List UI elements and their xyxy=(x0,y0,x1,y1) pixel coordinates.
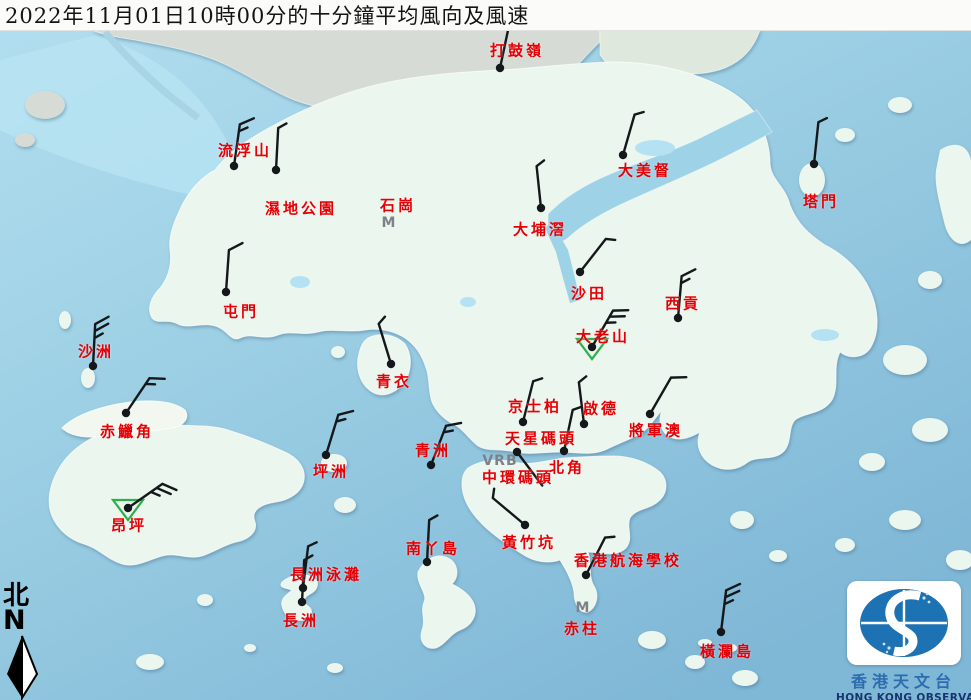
land-tung-lung xyxy=(730,511,754,529)
north-compass: 北 N xyxy=(3,581,43,700)
hko-logo-card xyxy=(846,581,961,665)
land-lung-kwu-chau xyxy=(59,311,71,329)
land-islet-ne1 xyxy=(835,128,855,142)
land-shekou xyxy=(25,91,65,119)
tolo-harbour-water xyxy=(547,109,773,242)
hko-logo-icon xyxy=(859,589,948,657)
plover-cove-reservoir xyxy=(635,140,675,156)
land-island-se5 xyxy=(835,538,855,552)
land-islet-s4 xyxy=(725,644,737,652)
land-islet-s2 xyxy=(685,655,705,669)
deep-bay-water xyxy=(0,35,235,200)
hko-logo-english: HONG KONG OBSERVATORY xyxy=(836,692,971,700)
land-po-toi xyxy=(638,631,666,649)
hko-logo: 香港天文台 HONG KONG OBSERVATORY xyxy=(836,581,971,700)
land-island-se3 xyxy=(859,453,885,471)
title-bar: 2022年11月01日10時00分的十分鐘平均風向及風速 xyxy=(0,0,971,31)
land-islet-s3 xyxy=(732,670,758,686)
land-islet-e xyxy=(918,271,942,289)
high-island-reservoir xyxy=(811,329,839,341)
land-islet-sw3 xyxy=(327,663,343,673)
land-island-se2 xyxy=(912,418,948,442)
land-islet-nw xyxy=(15,133,35,147)
tai-lam-reservoir xyxy=(290,276,310,288)
land-island-se4 xyxy=(889,510,921,530)
shing-mun-reservoir xyxy=(460,297,476,307)
north-arrow-icon xyxy=(7,635,39,700)
hko-logo-chinese: 香港天文台 xyxy=(850,672,956,691)
map-title: 2022年11月01日10時00分的十分鐘平均風向及風速 xyxy=(5,4,530,28)
land-waglan xyxy=(698,639,712,647)
land-island-se1 xyxy=(883,345,927,375)
compass-north-letter: N xyxy=(3,605,26,636)
land-island-se6 xyxy=(946,550,971,570)
land-hei-ling-chau xyxy=(334,497,356,513)
land-islet-sw2 xyxy=(244,644,256,652)
land-islet-s1 xyxy=(769,550,787,562)
land-soko xyxy=(136,654,164,670)
shenzhen-river xyxy=(102,29,201,121)
land-sha-chau xyxy=(81,368,95,388)
land-islet-ne2 xyxy=(888,97,912,113)
land-mirs-bay-east xyxy=(935,144,971,244)
land-kau-sai-chau xyxy=(782,377,814,399)
land-lamma xyxy=(417,555,476,649)
land-islet-sw1 xyxy=(197,594,213,606)
land-grass-island xyxy=(768,213,796,257)
land-peng-chau xyxy=(321,454,347,472)
shing-mun-channel-water xyxy=(545,222,580,303)
land-ma-wan xyxy=(331,346,345,358)
land-tap-mun xyxy=(799,163,825,197)
compass-north-hanzi: 北 xyxy=(3,581,30,611)
